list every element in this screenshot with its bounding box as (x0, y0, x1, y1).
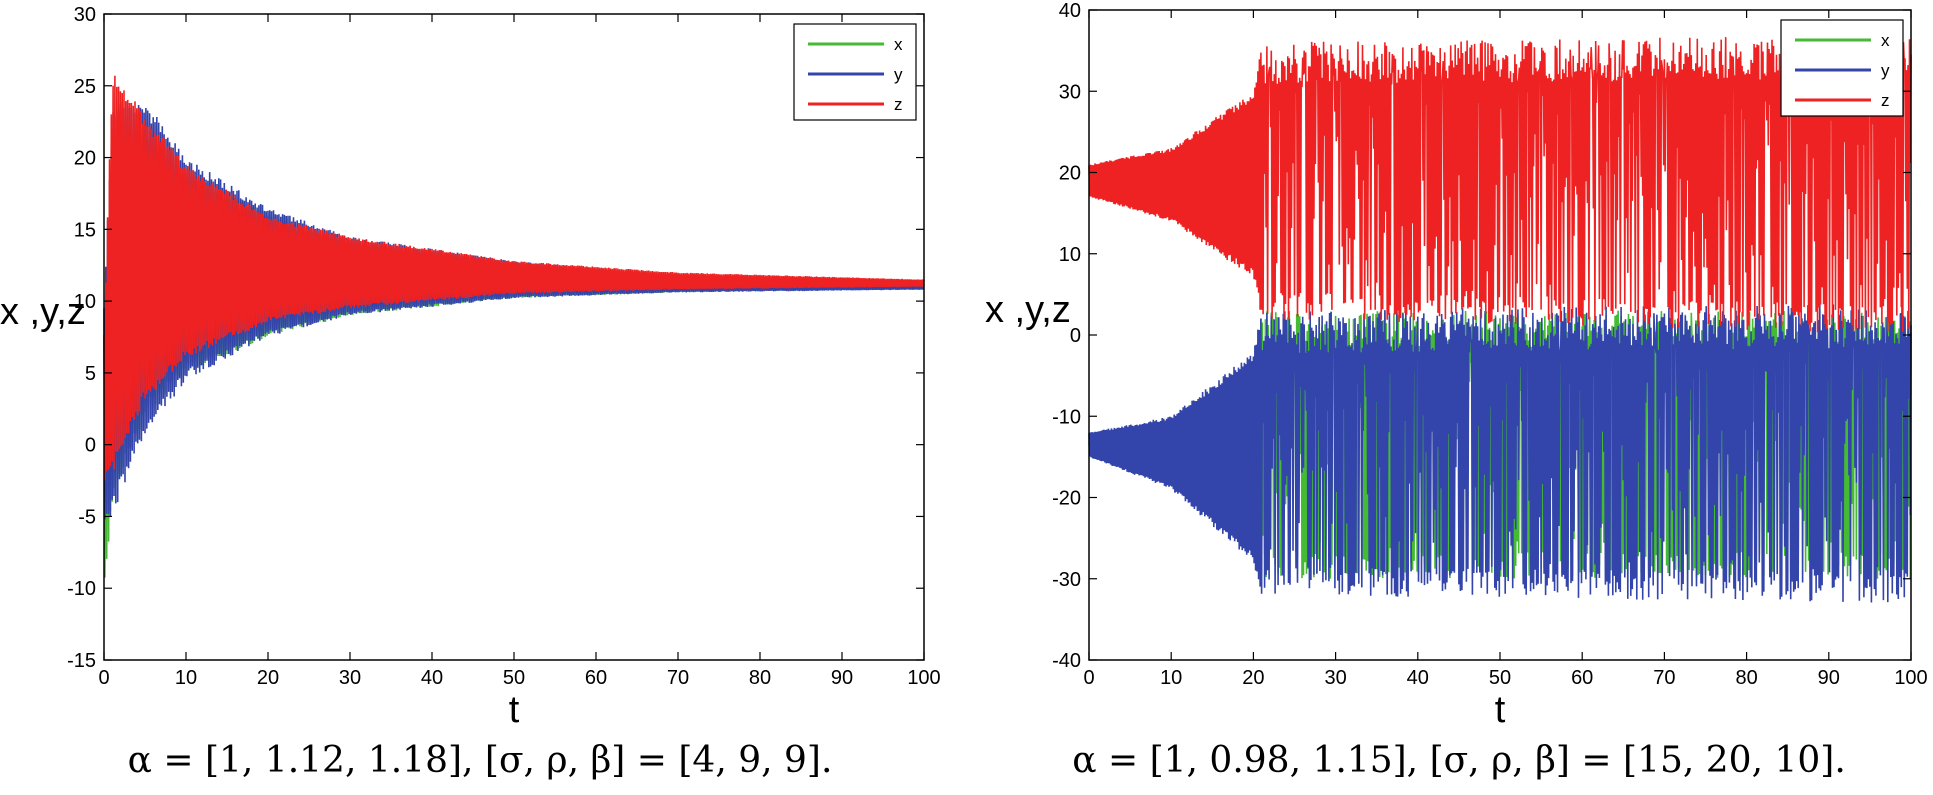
y-axis-label: x ,y,z (985, 289, 1071, 331)
y-axis-label: x ,y,z (0, 291, 86, 333)
series-z (103, 75, 925, 481)
x-tick-label: 90 (1818, 667, 1840, 689)
x-tick-label: 20 (257, 667, 279, 689)
y-tick-label: -10 (67, 578, 96, 600)
y-tick-label: 30 (74, 4, 96, 26)
x-axis: 0 10 20 30 40 50 60 70 80 90 100 (1083, 10, 1928, 689)
x-tick-label: 30 (339, 667, 361, 689)
x-axis-label: t (509, 689, 520, 731)
y-tick-label: -20 (1052, 488, 1081, 510)
x-tick-label: 10 (175, 667, 197, 689)
x-tick-label: 80 (749, 667, 771, 689)
y-axis: -40 -30 -20 -10 0 10 20 30 40 (1052, 0, 1911, 672)
x-tick-label: 100 (1894, 667, 1927, 689)
legend-label-x: x (894, 35, 903, 54)
chart-left: 0 10 20 30 40 50 60 70 80 90 100 -15 -10 -5 0 5 10 15 20 25… (0, 4, 941, 731)
series-line-z (103, 75, 925, 481)
y-tick-label: -15 (67, 650, 96, 672)
y-tick-label: 10 (1059, 244, 1081, 266)
chart-right: 0 10 20 30 40 50 60 70 80 90 100 -40 -30 -20 -10 0 10 20 3… (985, 0, 1928, 731)
y-tick-label: 0 (85, 435, 96, 457)
chart-panel-right: 0 10 20 30 40 50 60 70 80 90 100 -40 -30 -20 -10 0 10 20 3… (985, 0, 1933, 795)
y-tick-label: 25 (74, 76, 96, 98)
chart-panel-left: 0 10 20 30 40 50 60 70 80 90 100 -15 -10 -5 0 5 10 15 20 25… (0, 0, 960, 795)
caption-left: α = [1, 1.12, 1.18], [σ, ρ, β] = [4, 9, … (127, 740, 833, 781)
x-tick-label: 60 (585, 667, 607, 689)
y-tick-label: -10 (1052, 406, 1081, 428)
x-tick-label: 50 (503, 667, 525, 689)
y-tick-label: 5 (85, 363, 96, 385)
legend-label-y: y (894, 65, 903, 84)
y-tick-label: 30 (1059, 81, 1081, 103)
x-tick-label: 70 (1653, 667, 1675, 689)
legend: xyz (793, 23, 917, 121)
y-tick-label: -30 (1052, 569, 1081, 591)
x-tick-label: 100 (907, 667, 940, 689)
y-axis: -15 -10 -5 0 5 10 15 20 25 30 (67, 4, 924, 672)
legend-label-y: y (1881, 61, 1890, 80)
y-tick-label: 40 (1059, 0, 1081, 22)
series-group (1088, 35, 1912, 603)
series-line-y (1088, 302, 1912, 603)
y-tick-label: 10 (74, 291, 96, 313)
caption-right: α = [1, 0.98, 1.15], [σ, ρ, β] = [15, 20… (1072, 740, 1846, 781)
x-tick-label: 40 (1407, 667, 1429, 689)
y-tick-label: -5 (78, 506, 96, 528)
x-tick-label: 40 (421, 667, 443, 689)
x-tick-label: 30 (1324, 667, 1346, 689)
y-tick-label: 20 (1059, 163, 1081, 185)
x-tick-label: 80 (1735, 667, 1757, 689)
legend-label-x: x (1881, 31, 1890, 50)
legend-label-z: z (1881, 91, 1890, 110)
legend-label-z: z (894, 95, 903, 114)
x-tick-label: 0 (1083, 667, 1094, 689)
x-axis-label: t (1495, 689, 1506, 731)
x-tick-label: 20 (1242, 667, 1264, 689)
x-axis: 0 10 20 30 40 50 60 70 80 90 100 (98, 14, 941, 689)
series-line-z (1088, 35, 1912, 333)
y-tick-label: 0 (1070, 325, 1081, 347)
x-tick-label: 0 (98, 667, 109, 689)
x-tick-label: 60 (1571, 667, 1593, 689)
y-tick-label: -40 (1052, 650, 1081, 672)
y-tick-label: 15 (74, 219, 96, 241)
x-tick-label: 10 (1160, 667, 1182, 689)
series-z (1088, 35, 1912, 333)
y-tick-label: 20 (74, 148, 96, 170)
x-tick-label: 90 (831, 667, 853, 689)
legend: xyz (1780, 19, 1904, 117)
x-tick-label: 50 (1489, 667, 1511, 689)
series-y (1088, 302, 1912, 603)
x-tick-label: 70 (667, 667, 689, 689)
series-group (103, 75, 925, 578)
